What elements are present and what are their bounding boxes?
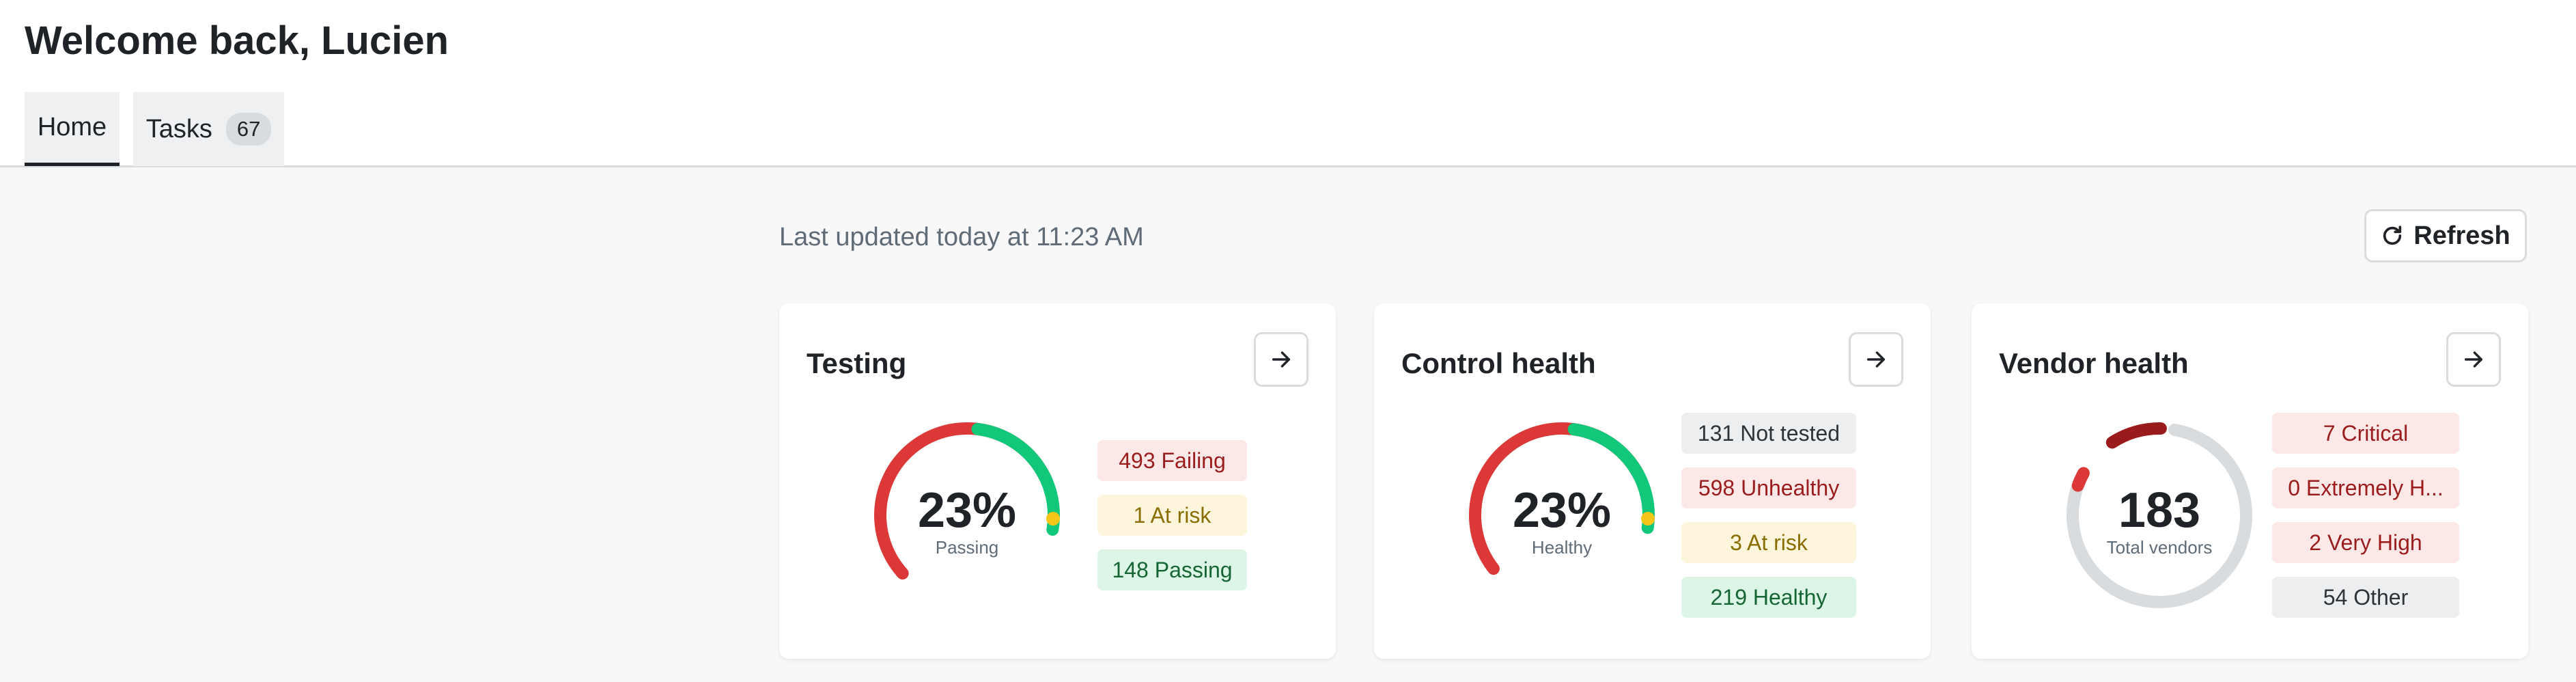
testing-card: Testing 23% Passing 493 Failing 1 At ris… <box>779 303 1336 659</box>
donut-critical-segment <box>2067 422 2252 608</box>
donut-at-risk-segment <box>1046 512 1060 526</box>
donut-very-high-segment <box>2067 422 2252 608</box>
tab-tasks[interactable]: Tasks 67 <box>133 92 284 166</box>
control-health-donut-chart <box>1469 422 1655 609</box>
refresh-icon <box>2383 226 2402 245</box>
vendor-total-label: Total vendors <box>2106 537 2213 558</box>
donut-at-risk-segment <box>1641 512 1655 526</box>
vendor-health-open-button[interactable] <box>2446 332 2501 387</box>
testing-percent: 23% <box>917 483 1017 538</box>
very-high-chip[interactable]: 2 Very High <box>2272 522 2459 563</box>
vendor-total-count: 183 <box>2118 483 2201 538</box>
vendor-health-donut-chart <box>2067 422 2252 608</box>
healthy-chip[interactable]: 219 Healthy <box>1681 577 1856 618</box>
control-health-percent: 23% <box>1512 483 1612 538</box>
arrow-right-icon <box>1866 351 1886 368</box>
testing-donut-chart <box>874 422 1060 608</box>
failing-chip[interactable]: 493 Failing <box>1097 440 1247 481</box>
vendor-health-card: Vendor health 183 Total vendors 7 Critic… <box>1972 303 2528 659</box>
critical-chip[interactable]: 7 Critical <box>2272 413 2459 454</box>
card-title: Vendor health <box>1999 347 2189 379</box>
donut-other-segment <box>2067 422 2252 608</box>
last-updated-text: Last updated today at 11:23 AM <box>779 223 1144 251</box>
refresh-label: Refresh <box>2413 221 2510 250</box>
at-risk-chip[interactable]: 3 At risk <box>1681 522 1856 563</box>
testing-percent-label: Passing <box>935 537 999 558</box>
arrow-right-icon <box>1272 351 1291 368</box>
welcome-heading: Welcome back, Lucien <box>25 18 449 63</box>
other-chip[interactable]: 54 Other <box>2272 577 2459 618</box>
unhealthy-chip[interactable]: 598 Unhealthy <box>1681 467 1856 508</box>
card-title: Control health <box>1401 347 1596 379</box>
donut-healthy-segment <box>1469 422 1655 609</box>
tab-home[interactable]: Home <box>25 92 120 166</box>
page-header: Welcome back, Lucien Home Tasks 67 <box>0 0 2576 167</box>
control-health-card: Control health 23% Healthy 131 Not teste… <box>1374 303 1931 659</box>
donut-passing-segment <box>874 422 1060 608</box>
tab-home-label: Home <box>37 113 107 141</box>
arrow-right-icon <box>2464 351 2483 368</box>
at-risk-chip[interactable]: 1 At risk <box>1097 495 1247 536</box>
extremely-high-chip[interactable]: 0 Extremely H... <box>2272 467 2459 508</box>
tab-tasks-label: Tasks <box>145 114 212 144</box>
control-health-open-button[interactable] <box>1849 332 1903 387</box>
passing-chip[interactable]: 148 Passing <box>1097 549 1247 590</box>
not-tested-chip[interactable]: 131 Not tested <box>1681 413 1856 454</box>
card-title: Testing <box>807 347 907 379</box>
testing-open-button[interactable] <box>1254 332 1308 387</box>
control-health-percent-label: Healthy <box>1531 537 1593 558</box>
refresh-button[interactable]: Refresh <box>2364 209 2527 262</box>
tasks-count-badge: 67 <box>225 113 272 146</box>
